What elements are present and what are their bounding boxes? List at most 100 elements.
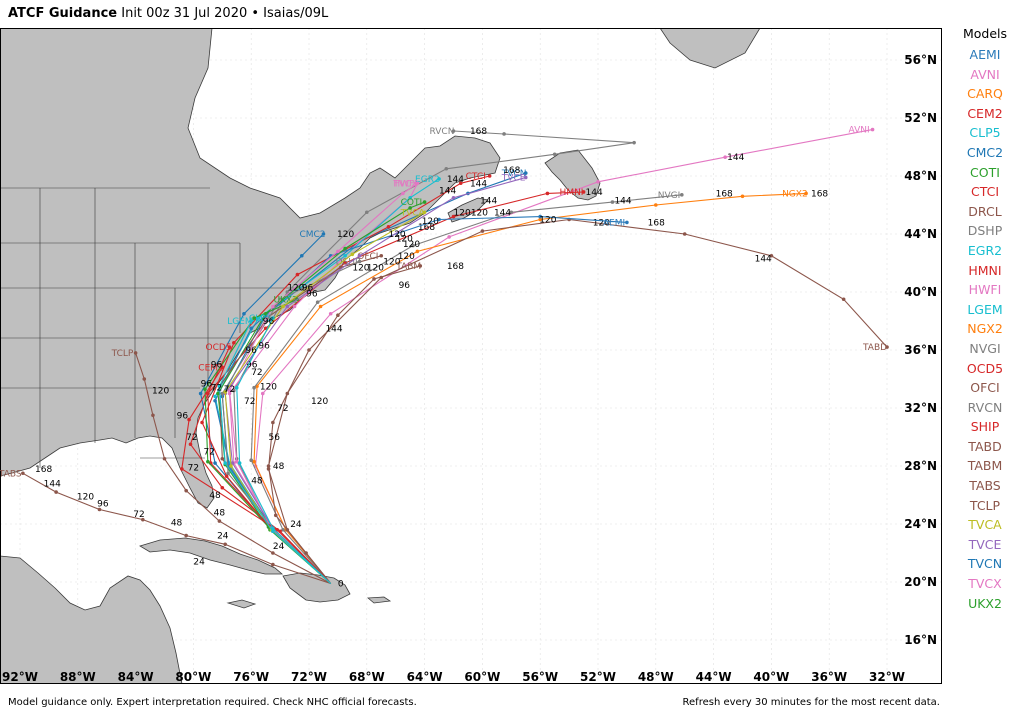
track-point	[444, 166, 449, 171]
forecast-hour-label: 168	[418, 223, 435, 233]
track-end-label: TVCE	[501, 173, 526, 183]
track-point	[365, 210, 369, 215]
lon-tick-label: 48°W	[638, 670, 674, 684]
lon-tick-label: 56°W	[522, 670, 558, 684]
lat-tick-label: 36°N	[904, 343, 937, 357]
forecast-hour-label: 120	[388, 230, 405, 240]
track-point	[437, 217, 441, 222]
forecast-hour-label: 120	[539, 216, 556, 226]
forecast-hour-label: 56	[269, 433, 281, 443]
track-point	[328, 311, 333, 316]
track-end-label: NGX2	[782, 189, 808, 199]
track-point	[217, 519, 222, 523]
track-point	[226, 471, 230, 476]
legend-item-carq: CARQ	[967, 86, 1003, 102]
lon-tick-label: 80°W	[175, 670, 211, 684]
track-end-label: TABD	[862, 343, 887, 353]
track-point	[271, 420, 275, 425]
track-point	[318, 304, 323, 309]
legend-item-tclp: TCLP	[969, 497, 1001, 513]
forecast-hour-label: 72	[224, 385, 235, 395]
track-point	[142, 377, 147, 381]
track-point	[227, 345, 232, 349]
track-point	[203, 387, 207, 391]
track-point	[487, 174, 492, 178]
lon-tick-label: 36°W	[811, 670, 847, 684]
track-point	[682, 232, 687, 236]
land-greenland	[659, 28, 761, 69]
track-point	[133, 351, 138, 355]
title-rest: Init 00z 31 Jul 2020 • Isaias/09L	[121, 6, 329, 21]
forecast-hour-label: 72	[244, 397, 255, 407]
track-end-label: TABS	[0, 469, 22, 479]
legend-item-rvcn: RVCN	[967, 399, 1003, 415]
forecast-hour-label: 72	[204, 448, 215, 458]
legend-item-clp5: CLP5	[969, 125, 1001, 141]
track-point	[632, 140, 636, 145]
lon-tick-label: 84°W	[118, 670, 154, 684]
forecast-hour-label: 144	[44, 479, 61, 489]
track-end-label: OCD5	[206, 343, 232, 353]
track-point	[379, 253, 384, 258]
track-point	[422, 200, 427, 204]
track-point	[220, 485, 225, 490]
track-point	[422, 210, 427, 215]
lon-tick-label: 40°W	[753, 670, 789, 684]
forecast-hour-label: 120	[396, 234, 413, 244]
forecast-hour-label: 72	[211, 384, 222, 394]
track-point	[232, 340, 236, 345]
track-end-label: CMC2	[299, 230, 325, 240]
lon-tick-label: 72°W	[291, 670, 327, 684]
track-point	[249, 458, 253, 463]
forecast-hour-label: 24	[290, 520, 302, 530]
lat-tick-label: 32°N	[904, 401, 937, 415]
lat-tick-label: 56°N	[904, 53, 937, 67]
lon-tick-label: 68°W	[349, 670, 385, 684]
forecast-hour-label: 24	[273, 542, 285, 552]
forecast-hour-label: 168	[35, 465, 52, 475]
track-point	[271, 562, 275, 567]
forecast-hour-label: 72	[133, 510, 144, 520]
track-point	[281, 528, 285, 532]
lon-tick-label: 44°W	[696, 670, 732, 684]
forecast-hour-label: 96	[263, 317, 275, 327]
track-point	[299, 253, 304, 258]
track-point	[740, 194, 745, 199]
track-point	[213, 461, 217, 465]
track-point	[237, 461, 242, 465]
forecast-hour-label: 120	[422, 217, 439, 227]
forecast-hour-label: 96	[302, 284, 314, 294]
forecast-hour-label: 48	[251, 477, 263, 487]
track-point	[357, 259, 362, 264]
forecast-hour-label: 120	[260, 382, 277, 392]
forecast-hour-label: 72	[188, 463, 199, 473]
track-end-label: TCLP	[111, 349, 134, 359]
land-puerto-rico	[366, 596, 392, 604]
forecast-hour-label: 120	[471, 208, 488, 218]
track-end-label: AVNI	[849, 126, 870, 136]
track-point	[260, 391, 265, 396]
legend-item-nvgi: NVGI	[969, 340, 1001, 356]
legend-item-ngx2: NGX2	[967, 321, 1003, 337]
track-end-label: HWFI	[393, 179, 417, 189]
track-point	[184, 533, 188, 538]
forecast-hour-labels: 9696721207272567272484848242448024969672…	[186, 187, 511, 590]
forecast-hour-label: 120	[152, 387, 169, 397]
track-point	[162, 456, 167, 461]
legend-item-ctci: CTCI	[970, 184, 1000, 200]
track-point	[242, 311, 246, 316]
forecast-hour-label: 168	[503, 166, 520, 176]
lat-tick-label: 28°N	[904, 459, 937, 473]
track-point	[552, 152, 557, 157]
forecast-hour-label: 120	[337, 230, 354, 240]
legend: Models AEMI AVNI CARQ CEM2 CLP5 CMC2 COTI CTCI D…	[952, 26, 1018, 613]
track-point	[523, 171, 528, 175]
title-bold: ATCF Guidance	[8, 6, 118, 21]
track-point	[350, 252, 355, 257]
track-point	[451, 195, 456, 200]
legend-item-ocd5: OCD5	[966, 360, 1004, 376]
forecast-hour-label: 168	[470, 127, 487, 137]
track-end-label: OFCI	[357, 252, 378, 262]
forecast-hour-label: 96	[97, 500, 109, 510]
